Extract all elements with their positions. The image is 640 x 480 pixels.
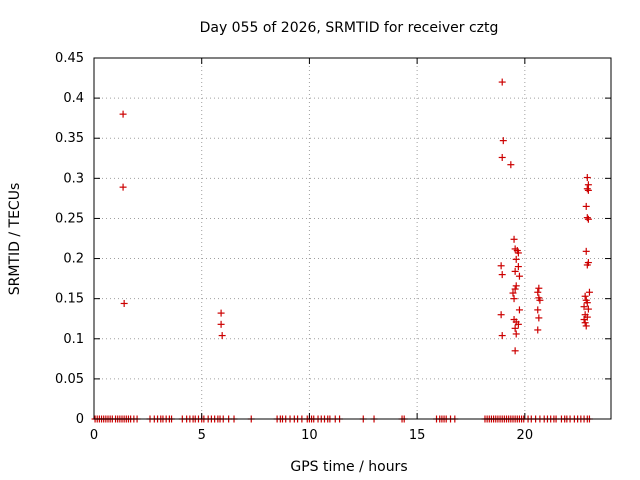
axis-ticks: 0 0.05 0.1 0.15 0.2 0.25 0.3 0.35 0.4 0.45 0 5 10 15 2… — [55, 51, 611, 443]
x-tick-label: 15 — [409, 428, 426, 443]
y-tick-label: 0.45 — [55, 51, 84, 66]
data-point — [514, 320, 522, 328]
data-point — [581, 292, 589, 300]
y-axis-title: SRMTID / TECUs — [7, 183, 23, 296]
data-point — [536, 296, 544, 304]
data-point — [217, 320, 225, 328]
data-point — [584, 215, 592, 223]
data-point — [583, 214, 591, 222]
x-tick-label: 0 — [90, 428, 98, 443]
data-point — [535, 284, 543, 292]
data-point — [507, 161, 515, 169]
data-point — [119, 183, 127, 191]
grid — [94, 58, 611, 419]
data-point — [119, 110, 127, 118]
data-points — [91, 78, 593, 423]
data-point — [511, 285, 519, 293]
data-point — [498, 78, 506, 86]
data-point — [120, 299, 128, 307]
data-point — [497, 311, 505, 319]
data-point — [583, 299, 591, 307]
data-point — [510, 235, 518, 243]
x-tick-label: 10 — [301, 428, 318, 443]
data-point — [583, 185, 591, 193]
data-point — [511, 347, 519, 355]
data-point — [509, 289, 517, 297]
data-point — [510, 295, 518, 303]
y-tick-label: 0.15 — [55, 292, 84, 307]
y-tick-label: 0.4 — [63, 91, 84, 106]
data-point — [580, 303, 588, 311]
data-point — [217, 309, 225, 317]
y-tick-label: 0.05 — [55, 372, 84, 387]
data-point — [583, 174, 591, 182]
data-point — [582, 247, 590, 255]
data-point — [497, 262, 505, 270]
data-point — [499, 137, 507, 145]
y-tick-label: 0.2 — [63, 252, 84, 267]
data-point — [511, 267, 519, 275]
y-tick-label: 0.1 — [63, 332, 84, 347]
data-point — [218, 332, 226, 340]
data-point — [512, 282, 520, 290]
data-point — [583, 261, 591, 269]
data-point — [512, 255, 520, 263]
x-axis-title: GPS time / hours — [290, 459, 407, 475]
y-tick-label: 0 — [76, 412, 84, 427]
data-point — [580, 316, 588, 324]
data-point — [514, 263, 522, 271]
data-point — [498, 153, 506, 161]
plot-frame — [93, 57, 612, 420]
chart-title: Day 055 of 2026, SRMTID for receiver czt… — [200, 20, 499, 36]
data-point — [515, 272, 523, 280]
y-tick-label: 0.35 — [55, 131, 84, 146]
data-point — [514, 249, 522, 257]
data-point — [584, 186, 592, 194]
x-tick-label: 5 — [198, 428, 206, 443]
data-point — [582, 322, 590, 330]
data-point — [535, 314, 543, 322]
data-point — [498, 271, 506, 279]
data-point — [534, 306, 542, 314]
data-point — [498, 332, 506, 340]
data-point — [581, 319, 589, 327]
data-point — [584, 305, 592, 313]
data-point — [534, 288, 542, 296]
data-point — [512, 330, 520, 338]
data-point — [511, 324, 519, 332]
data-point — [582, 202, 590, 210]
data-point — [515, 306, 523, 314]
x-tick-label: 20 — [517, 428, 534, 443]
y-tick-label: 0.3 — [63, 171, 84, 186]
data-point — [534, 326, 542, 334]
data-point — [585, 288, 593, 296]
y-tick-label: 0.25 — [55, 211, 84, 226]
